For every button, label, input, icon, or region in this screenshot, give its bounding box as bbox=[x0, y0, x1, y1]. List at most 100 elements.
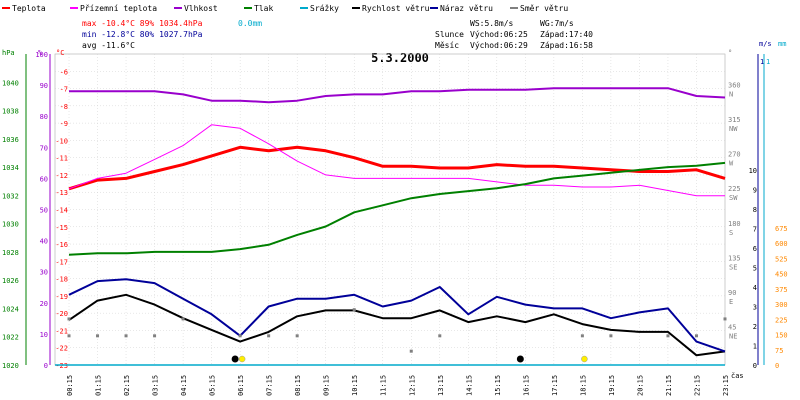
x-tick-label: 13:15 bbox=[437, 375, 445, 396]
y-tick-percent: 50 bbox=[40, 207, 48, 215]
x-tick-label: 02:15 bbox=[123, 375, 131, 396]
y-tick-percent: 100 bbox=[35, 51, 48, 59]
wind-direction-point bbox=[267, 334, 271, 338]
x-tick-label: 14:15 bbox=[465, 375, 473, 396]
x-tick-label: 17:15 bbox=[551, 375, 559, 396]
y-tick-direction: W bbox=[729, 160, 734, 168]
info-moon-rise: Východ:06:29 bbox=[470, 41, 528, 50]
series-line-1 bbox=[68, 145, 726, 191]
y-tick-celsius: -18 bbox=[55, 276, 68, 284]
wind-direction-point bbox=[153, 334, 157, 338]
legend-label-4: Tlak bbox=[254, 4, 273, 13]
x-tick-label: 22:15 bbox=[693, 375, 701, 396]
y-tick-hpa: 1024 bbox=[2, 305, 19, 313]
x-tick-label: 01:15 bbox=[95, 375, 103, 396]
moon-marker bbox=[516, 355, 524, 363]
y-tick-hpa: 1034 bbox=[2, 164, 19, 172]
info-ws: WS:5.8m/s bbox=[470, 19, 514, 28]
legend-label-3: Vlhkost bbox=[184, 4, 218, 13]
x-tick-label: 03:15 bbox=[152, 375, 160, 396]
y-tick-direction: 360 bbox=[728, 82, 741, 90]
info-wg: WG:7m/s bbox=[540, 19, 574, 28]
wind-direction-point bbox=[295, 334, 299, 338]
stat-max: max -10.4°C 89% 1034.4hPa bbox=[82, 19, 203, 28]
series-line-6 bbox=[68, 278, 726, 353]
y-tick-celsius: -20 bbox=[55, 310, 68, 318]
wind-direction-point bbox=[409, 349, 413, 353]
wind-direction-point bbox=[124, 334, 128, 338]
wind-direction-point bbox=[181, 317, 185, 321]
x-tick-label: 10:15 bbox=[351, 375, 359, 396]
axis-top-rain: 1 bbox=[766, 58, 770, 66]
wind-direction-point bbox=[580, 334, 584, 338]
wind-direction-point bbox=[96, 334, 100, 338]
y-tick-direction: NE bbox=[729, 332, 737, 340]
y-tick-hpa: 1026 bbox=[2, 277, 19, 285]
y-tick-wind: 3 bbox=[753, 304, 757, 312]
y-tick-rain: 75 bbox=[775, 347, 783, 355]
x-tick-label: 11:15 bbox=[380, 375, 388, 396]
legend-label-2: Přízemní teplota bbox=[80, 4, 157, 13]
y-tick-percent: 30 bbox=[40, 269, 48, 277]
y-tick-direction: S bbox=[729, 229, 733, 237]
sun-marker bbox=[238, 355, 246, 363]
y-tick-wind: 2 bbox=[753, 323, 757, 331]
plot-area bbox=[55, 87, 727, 366]
y-tick-percent: 20 bbox=[40, 300, 48, 308]
y-tick-direction: N bbox=[729, 91, 733, 99]
y-tick-wind: 10 bbox=[749, 167, 757, 175]
y-tick-celsius: -15 bbox=[55, 224, 68, 232]
y-tick-direction: 315 bbox=[728, 116, 741, 124]
wind-direction-point bbox=[666, 334, 670, 338]
stat-max-rain: 0.0mm bbox=[238, 19, 262, 28]
x-tick-label: 21:15 bbox=[665, 375, 673, 396]
wind-direction-point bbox=[438, 334, 442, 338]
x-tick-label: 15:15 bbox=[494, 375, 502, 396]
x-tick-label: 07:15 bbox=[266, 375, 274, 396]
wind-direction-point bbox=[723, 317, 727, 321]
y-tick-percent: 0 bbox=[44, 362, 48, 370]
moon-marker bbox=[231, 355, 239, 363]
y-tick-hpa: 1022 bbox=[2, 334, 19, 342]
y-tick-rain: 300 bbox=[775, 301, 788, 309]
y-tick-wind: 4 bbox=[753, 284, 757, 292]
info-sun-rise: Východ:06:25 bbox=[470, 30, 528, 39]
y-tick-direction: 180 bbox=[728, 220, 741, 228]
legend-label-6: Rychlost větru bbox=[362, 4, 430, 13]
y-tick-percent: 60 bbox=[40, 175, 48, 183]
y-tick-rain: 600 bbox=[775, 240, 788, 248]
axis-unit-percent: % bbox=[38, 49, 43, 57]
wind-direction-point bbox=[67, 334, 71, 338]
legend-label-5: Srážky bbox=[310, 4, 339, 13]
legend-label-7: Náraz větru bbox=[440, 4, 493, 13]
legend: Teplota Přízemní teplota Vlhkost Tlak Srážky… bbox=[2, 4, 568, 13]
y-tick-percent: 80 bbox=[40, 113, 48, 121]
x-tick-label: 12:15 bbox=[408, 375, 416, 396]
y-tick-rain: 525 bbox=[775, 255, 788, 263]
y-tick-wind: 9 bbox=[753, 187, 757, 195]
x-tick-label: 05:15 bbox=[209, 375, 217, 396]
y-tick-celsius: -23 bbox=[55, 362, 68, 370]
y-tick-hpa: 1030 bbox=[2, 221, 19, 229]
y-tick-wind: 5 bbox=[753, 265, 757, 273]
y-tick-celsius: -10 bbox=[55, 137, 68, 145]
y-tick-celsius: -21 bbox=[55, 327, 68, 335]
y-tick-rain: 675 bbox=[775, 225, 788, 233]
y-tick-direction: 90 bbox=[728, 289, 736, 297]
series-line-3 bbox=[69, 87, 726, 104]
y-tick-hpa: 1040 bbox=[2, 79, 19, 87]
y-tick-celsius: -12 bbox=[55, 172, 68, 180]
y-tick-direction: 225 bbox=[728, 185, 741, 193]
stats-block: max -10.4°C 89% 1034.4hPa 0.0mm min -12.… bbox=[82, 19, 262, 50]
y-tick-rain: 450 bbox=[775, 271, 788, 279]
x-tick-label: 16:15 bbox=[522, 375, 530, 396]
series-line-4 bbox=[68, 161, 726, 256]
series-line-2 bbox=[68, 124, 725, 197]
chart-title: 5.3.2000 bbox=[371, 51, 429, 65]
wind-direction-point bbox=[67, 317, 71, 321]
axis-top-wind: 1 bbox=[760, 58, 764, 66]
y-tick-wind: 6 bbox=[753, 245, 757, 253]
y-tick-percent: 10 bbox=[40, 331, 48, 339]
y-tick-celsius: -11 bbox=[55, 155, 68, 163]
